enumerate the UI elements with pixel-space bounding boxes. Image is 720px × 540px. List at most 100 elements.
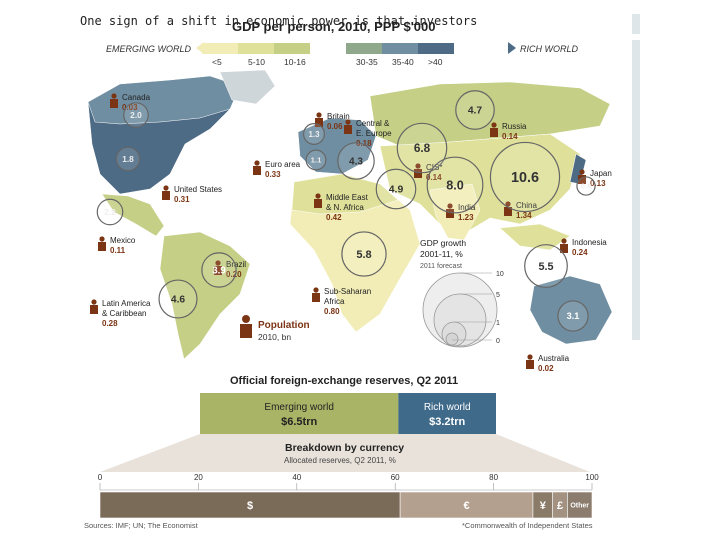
growth-bubble	[201, 252, 237, 288]
region-name-label: Britain	[327, 112, 350, 121]
reserves-segment	[200, 393, 399, 434]
region-name-label: Russia	[502, 122, 527, 131]
growth-tick-0: 0	[496, 338, 500, 345]
population-legend: Population 2010, bn	[240, 315, 310, 342]
region-population-label: 0.80	[324, 307, 340, 316]
russia-shape	[369, 81, 611, 147]
growth-value-label: 5.8	[356, 249, 371, 261]
region-name-label: Mexico	[110, 236, 136, 245]
region-name-label: Australia	[538, 354, 570, 363]
breakdown-wedge	[100, 434, 590, 472]
region-population-label: 0.24	[572, 248, 588, 257]
australia-shape	[529, 275, 613, 345]
growth-value-label: 2.2	[104, 207, 116, 217]
population-body-icon	[414, 169, 422, 178]
region-name-label: Latin America	[102, 299, 151, 308]
population-body-icon	[344, 125, 352, 134]
population-body-icon	[90, 305, 98, 314]
gdp-bin-swatch	[202, 43, 238, 54]
breakdown-bar: $ € ¥ £ Other	[99, 491, 593, 519]
growth-bubble	[305, 149, 327, 171]
europe-shape	[297, 117, 377, 175]
region-population-label: 1.34	[516, 211, 532, 220]
growth-value-label: 0.8	[581, 182, 592, 191]
population-head-icon	[91, 299, 97, 305]
region-name-label: CIS*	[426, 163, 442, 172]
region-name-label: E. Europe	[356, 129, 392, 138]
population-head-icon	[111, 93, 117, 99]
region-population-label: 0.14	[502, 132, 518, 141]
breakdown-tick-label: 40	[292, 473, 301, 482]
growth-bubble	[303, 123, 325, 145]
population-head-icon	[447, 203, 453, 209]
region-name-label: & N. Africa	[326, 203, 364, 212]
gdp-bin-label: <5	[212, 57, 222, 67]
population-head-icon	[345, 119, 351, 125]
population-head-icon	[254, 160, 260, 166]
growth-bubble	[337, 142, 375, 180]
region-population-label: 0.02	[538, 364, 554, 373]
region-name-label: Middle East	[326, 193, 369, 202]
gdp-bin-label: 5-10	[248, 57, 265, 67]
region-name-label: Japan	[590, 169, 612, 178]
population-legend-head-icon	[242, 315, 250, 323]
growth-tick-10: 10	[496, 271, 504, 278]
growth-value-label: 2.0	[130, 110, 142, 120]
reserves-segment	[398, 393, 496, 434]
currency-segment-label: €	[463, 500, 469, 512]
population-body-icon	[110, 99, 118, 108]
gdp-bin-swatch	[382, 43, 418, 54]
growth-tick-5: 5	[496, 292, 500, 299]
growth-legend-years: 2001-11, %	[420, 249, 463, 259]
growth-bubble	[557, 300, 589, 332]
world-map	[87, 69, 613, 360]
population-legend-subtitle: 2010, bn	[258, 332, 291, 342]
region-name-label: Indonesia	[572, 238, 607, 247]
region-population-label: 0.31	[174, 195, 190, 204]
growth-bubble	[158, 279, 198, 319]
growth-value-label: 6.8	[414, 142, 431, 155]
region-name-label: Sub-Saharan	[324, 287, 371, 296]
sources-note: Sources: IMF; UN; The Economist	[84, 521, 199, 530]
gdp-bin-swatch	[274, 43, 310, 54]
currency-segment-label: $	[247, 500, 253, 512]
population-body-icon	[315, 118, 323, 127]
growth-legend-note: 2011 forecast	[420, 263, 462, 270]
population-body-icon	[162, 191, 170, 200]
gdp-bin-label: 10-16	[284, 57, 306, 67]
growth-bubble	[524, 244, 568, 288]
population-body-icon	[98, 242, 106, 251]
currency-segment	[99, 491, 401, 519]
population-head-icon	[315, 193, 321, 199]
region-name-label: Central &	[356, 119, 390, 128]
population-legend-body-icon	[240, 324, 252, 338]
population-body-icon	[560, 244, 568, 253]
breakdown-title: Breakdown by currency	[285, 442, 404, 454]
asia-shape	[379, 133, 581, 237]
currency-segment-label: £	[557, 500, 563, 512]
population-head-icon	[313, 287, 319, 293]
growth-bubble	[396, 122, 448, 174]
region-population-label: 0.18	[356, 139, 372, 148]
gdp-bin-label: 30-35	[356, 57, 378, 67]
population-body-icon	[526, 360, 534, 369]
infographic: GDP per person, 2010, PPP $'000 EMERGING…	[80, 19, 632, 530]
reserves-segment-value: $3.2trn	[429, 416, 465, 428]
gdp-bin-label: >40	[428, 57, 443, 67]
region-population-label: 0.20	[226, 270, 242, 279]
growth-bubble	[115, 146, 141, 172]
population-body-icon	[578, 175, 586, 184]
growth-tick-1: 1	[496, 320, 500, 327]
growth-bubble	[455, 90, 495, 130]
growth-value-label: 1.8	[122, 155, 134, 164]
growth-value-label: 8.0	[446, 178, 464, 192]
sidebar-strip	[632, 40, 640, 340]
growth-legend-title: GDP growth	[420, 238, 466, 248]
breakdown-tick-label: 0	[98, 473, 103, 482]
reserves-title: Official foreign-exchange reserves, Q2 2…	[230, 375, 458, 387]
growth-bubble	[341, 231, 387, 277]
growth-bubble	[489, 141, 561, 213]
population-body-icon	[490, 128, 498, 137]
growth-value-label: 3.1	[567, 311, 580, 321]
